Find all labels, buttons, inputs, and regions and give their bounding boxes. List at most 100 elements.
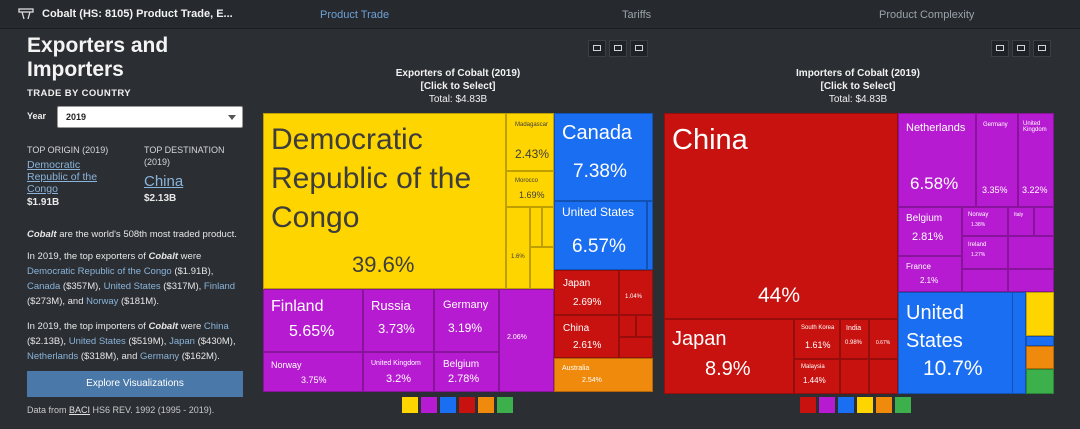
tile-france[interactable]: France 2.1% [898, 256, 962, 292]
importers-click-hint[interactable]: [Click to Select] [820, 81, 896, 92]
exporters-click-hint[interactable]: [Click to Select] [420, 81, 496, 92]
tile-north-america-small[interactable] [647, 201, 653, 270]
tile-asia-small[interactable] [840, 359, 869, 394]
tile-china[interactable]: China 2.61% [554, 315, 619, 358]
asia-icon[interactable] [459, 397, 475, 413]
tile-norway[interactable]: Norway 1.38% [962, 207, 1008, 236]
link-exporter-5[interactable]: Norway [86, 296, 119, 307]
tile-asia-small[interactable] [619, 315, 636, 337]
tile-europe-small[interactable] [1008, 236, 1054, 269]
tile-united-kingdom[interactable]: United Kingdom 3.22% [1018, 113, 1054, 207]
tile-share: 10.7% [923, 357, 983, 380]
south-america-icon[interactable] [497, 397, 513, 413]
tile-label: Belgium [443, 359, 480, 370]
tile-oceania[interactable] [1026, 346, 1054, 369]
link-exporter-3[interactable]: United States [103, 281, 161, 292]
share-icon[interactable] [630, 40, 648, 57]
link-importer-5[interactable]: Germany [140, 351, 180, 362]
tile-germany[interactable]: Germany 3.35% [976, 113, 1018, 207]
africa-icon[interactable] [857, 397, 873, 413]
top-destination-link[interactable]: China [144, 173, 184, 190]
link-exporter-4[interactable]: Finland [203, 281, 236, 292]
tile-germany[interactable]: Germany 3.19% [434, 289, 499, 352]
text: ($430M), [194, 336, 236, 347]
image-icon[interactable] [609, 40, 627, 57]
north-america-icon[interactable] [838, 397, 854, 413]
tile-russia[interactable]: Russia 3.73% [363, 289, 434, 352]
europe-icon[interactable] [421, 397, 437, 413]
tile-united-states[interactable]: United States 10.7% [898, 292, 1026, 394]
tile-japan[interactable]: Japan 2.69% [554, 270, 619, 315]
tile-share: 3.19% [448, 321, 483, 335]
oceania-icon[interactable] [478, 397, 494, 413]
tile-malaysia[interactable]: Malaysia 1.44% [794, 359, 840, 394]
share-icon[interactable] [1033, 40, 1051, 57]
tile-japan[interactable]: Japan 8.9% [664, 319, 794, 394]
tile-africa-small[interactable] [530, 247, 554, 289]
tile-africa[interactable] [1026, 292, 1054, 336]
tile-india[interactable]: India 0.98% [840, 319, 869, 359]
text: Data from [27, 405, 70, 415]
tile-united-kingdom[interactable]: United Kingdom 3.2% [363, 352, 434, 392]
table-icon[interactable] [588, 40, 606, 57]
link-importer-2[interactable]: United States [68, 336, 126, 347]
link-importer-3[interactable]: Japan [169, 336, 195, 347]
exporters-continent-legend [402, 397, 513, 413]
year-select[interactable]: 2019 [57, 106, 243, 128]
link-exporter-1[interactable]: Democratic Republic of the Congo [27, 266, 172, 277]
tile-europe-small[interactable] [962, 269, 1008, 292]
tile-south-america[interactable] [1026, 369, 1054, 394]
tile-europe-other[interactable]: 2.06% [499, 289, 554, 392]
tile-ireland[interactable]: Ireland 1.27% [962, 236, 1008, 269]
south-america-icon[interactable] [895, 397, 911, 413]
tile-south-korea[interactable]: South Korea 1.61% [794, 319, 840, 359]
tile-africa-small[interactable] [530, 207, 542, 247]
image-icon[interactable] [1012, 40, 1030, 57]
asia-icon[interactable] [800, 397, 816, 413]
tile-belgium[interactable]: Belgium 2.78% [434, 352, 499, 392]
tile-finland[interactable]: Finland 5.65% [263, 289, 363, 352]
tile-asia-small[interactable] [869, 359, 898, 394]
tab-tariffs[interactable]: Tariffs [622, 9, 652, 21]
text: ($181M). [118, 296, 160, 307]
europe-icon[interactable] [819, 397, 835, 413]
top-origin-link[interactable]: Democratic Republic of the Congo [27, 159, 98, 195]
tile-norway[interactable]: Norway 3.75% [263, 352, 363, 392]
tile-morocco[interactable]: Morocco 1.69% [506, 171, 554, 207]
table-icon[interactable] [991, 40, 1009, 57]
oceania-icon[interactable] [876, 397, 892, 413]
tile-madagascar[interactable]: Madagascar 2.43% [506, 113, 554, 171]
tile-label: Japan [563, 278, 591, 289]
tile-europe-small[interactable] [1034, 207, 1054, 236]
tile-label: Belgium [906, 213, 943, 224]
tile-label: Russia [371, 298, 411, 313]
tile-north-america-small[interactable] [1012, 292, 1026, 394]
tile-asia-other[interactable]: 1.04% [619, 270, 653, 315]
link-importer-1[interactable]: China [203, 321, 229, 332]
tile-italy[interactable]: Italy [1008, 207, 1034, 236]
tile-asia-other[interactable]: 0.67% [869, 319, 898, 359]
link-exporter-2[interactable]: Canada [27, 281, 61, 292]
tile-australia[interactable]: Australia 2.54% [554, 358, 653, 392]
tile-canada[interactable]: Canada 7.38% [554, 113, 653, 201]
tile-africa-small[interactable] [542, 207, 554, 247]
baci-link[interactable]: BACI [69, 405, 91, 415]
tile-democratic-republic-of-the-congo[interactable]: Democratic Republic of the Congo 39.6% [263, 113, 506, 289]
tab-product-trade[interactable]: Product Trade [320, 9, 390, 21]
tile-europe-small[interactable] [1008, 269, 1054, 292]
link-importer-4[interactable]: Netherlands [27, 351, 79, 362]
tile-asia-small[interactable] [636, 315, 653, 337]
tab-product-complexity[interactable]: Product Complexity [879, 9, 975, 21]
tile-china[interactable]: China 44% [664, 113, 898, 319]
tile-united-states[interactable]: United States 6.57% [554, 201, 647, 270]
tile-share: 2.1% [920, 276, 939, 285]
africa-icon[interactable] [402, 397, 418, 413]
tile-belgium[interactable]: Belgium 2.81% [898, 207, 962, 256]
tile-netherlands[interactable]: Netherlands 6.58% [898, 113, 976, 207]
left-panel: Exporters and Importers TRADE BY COUNTRY… [27, 34, 243, 415]
explore-visualizations-button[interactable]: Explore Visualizations [27, 371, 243, 397]
tile-africa-other[interactable]: 1.6% [506, 207, 530, 289]
tile-north-america-small[interactable] [1026, 336, 1054, 346]
tile-asia-small[interactable] [619, 337, 653, 358]
north-america-icon[interactable] [440, 397, 456, 413]
